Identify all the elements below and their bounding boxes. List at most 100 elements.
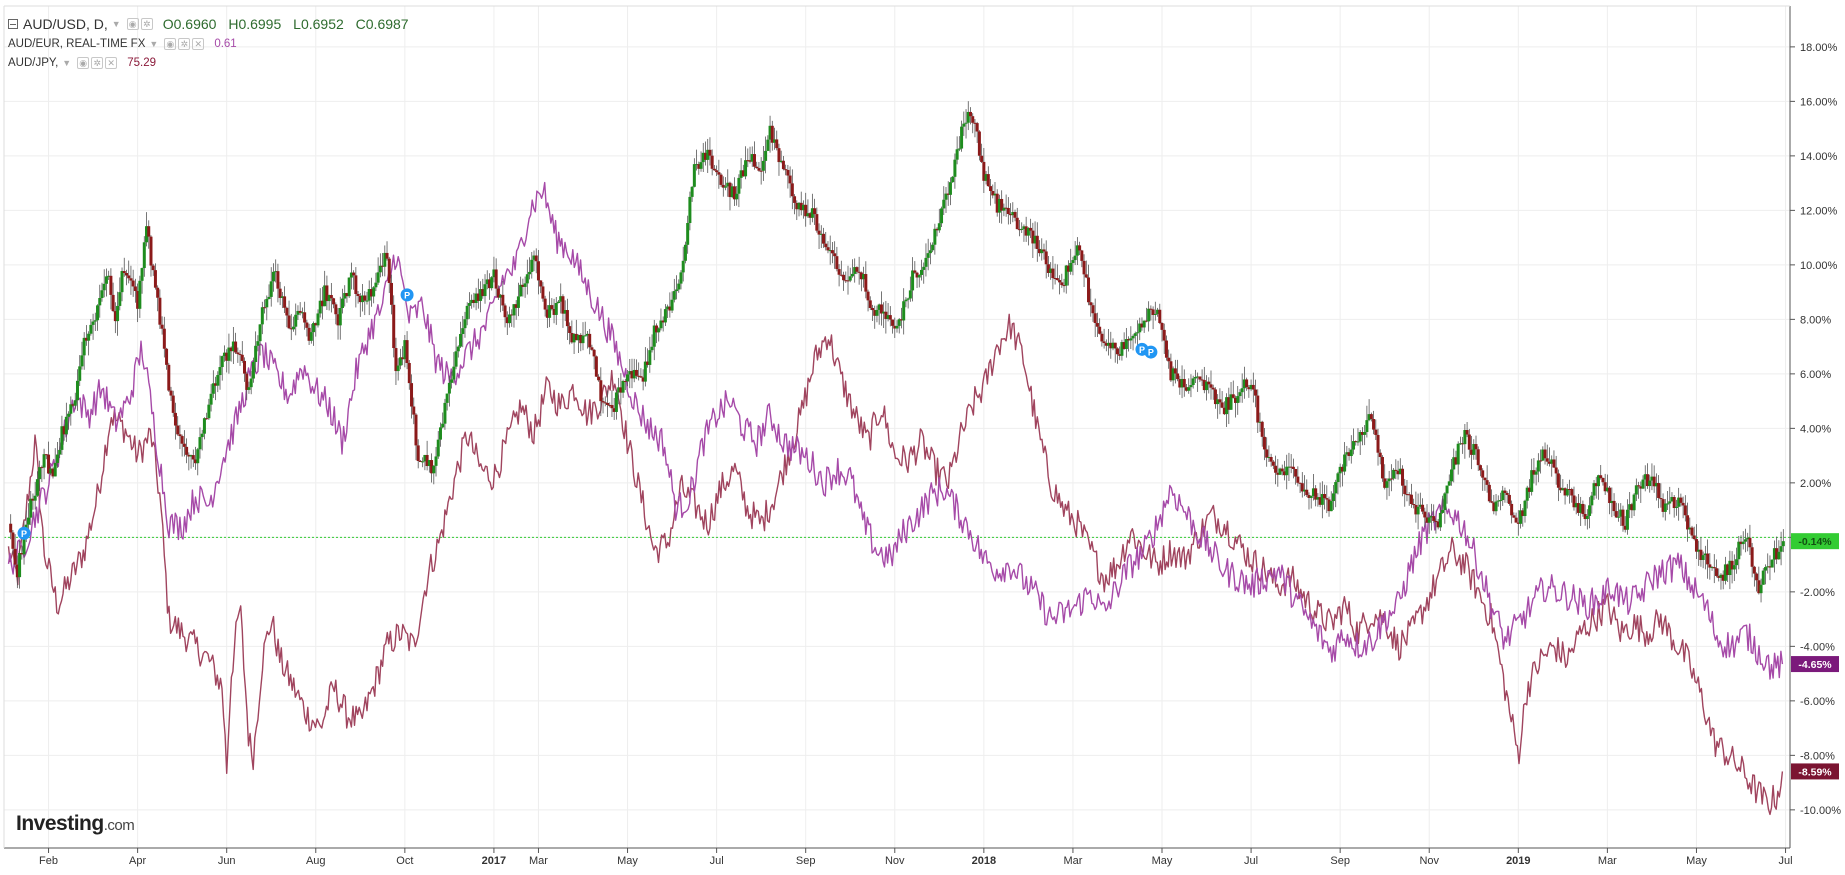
candle-body	[588, 333, 592, 348]
candle-body	[1543, 449, 1547, 459]
candle-body	[1429, 516, 1433, 518]
candle-body	[205, 418, 209, 420]
candle-body	[1213, 389, 1217, 405]
candle-body	[53, 462, 57, 477]
close-icon[interactable]: ✕	[105, 56, 118, 69]
pivot-marker-icon	[1144, 345, 1158, 359]
candle-body	[292, 326, 296, 330]
candle-body	[521, 284, 525, 287]
candle-body	[1026, 227, 1030, 236]
candle-body	[216, 375, 220, 386]
candle-body	[158, 297, 162, 325]
candle-body	[697, 164, 701, 169]
candle-body	[1078, 245, 1082, 251]
main-symbol-label[interactable]: AUD/USD, D,	[23, 16, 108, 32]
candle-body	[761, 160, 765, 171]
x-tick-label: Jun	[218, 855, 236, 867]
candle-body	[378, 265, 382, 273]
gear-icon[interactable]: ✲	[140, 18, 153, 30]
candle-body	[258, 324, 262, 342]
candle-body	[1193, 377, 1197, 379]
candle-body	[1280, 468, 1284, 472]
candle-body	[1536, 460, 1540, 472]
legend-series3-row[interactable]: AUD/JPY, ▼ ◉ ✲ ✕ 75.29	[8, 53, 417, 72]
y-tick-label: 6.00%	[1800, 369, 1831, 381]
candle-body	[830, 250, 834, 254]
y-tick-label: 4.00%	[1800, 423, 1831, 435]
candle-body	[1416, 506, 1420, 515]
candle-body	[1369, 414, 1373, 420]
candle-body	[570, 333, 574, 343]
candle-body	[323, 285, 327, 307]
candle-body	[681, 260, 685, 273]
candle-body	[1625, 509, 1629, 530]
candle-body	[510, 314, 514, 316]
candle-body	[634, 369, 638, 376]
candle-body	[1211, 387, 1215, 390]
caret-down-icon[interactable]: ▼	[149, 38, 159, 49]
close-icon[interactable]: ✕	[192, 37, 205, 50]
legend-series2-row[interactable]: AUD/EUR, REAL-TIME FX ▼ ◉ ✲ ✕ 0.61	[8, 34, 417, 53]
candle-body	[173, 412, 177, 426]
candle-body	[1269, 457, 1273, 462]
candle-body	[601, 401, 605, 403]
candle-body	[1017, 229, 1021, 231]
candle-body	[249, 378, 253, 388]
candle-body	[285, 307, 289, 316]
candle-body	[1450, 469, 1454, 482]
candle-body	[1483, 477, 1487, 481]
candle-body	[312, 323, 316, 333]
candle-body	[1095, 323, 1099, 327]
caret-down-icon[interactable]: ▼	[62, 57, 72, 68]
candle-body	[456, 346, 460, 352]
candle-body	[775, 139, 779, 149]
candle-body	[1781, 541, 1785, 547]
candle-body	[236, 352, 240, 355]
candle-body	[508, 314, 512, 324]
candle-body	[1055, 278, 1059, 281]
candle-body	[191, 455, 195, 460]
candle-body	[42, 454, 46, 468]
series2-symbol-label[interactable]: AUD/EUR, REAL-TIME FX	[8, 37, 146, 50]
eye-icon[interactable]: ◉	[77, 56, 90, 69]
last-value-badge: -4.65%	[1791, 656, 1839, 673]
candle-body	[554, 302, 558, 315]
candle-body	[1245, 379, 1249, 388]
candle-body	[1287, 466, 1291, 468]
candle-body	[599, 380, 603, 402]
candle-body	[911, 270, 915, 291]
candle-body	[1735, 559, 1739, 566]
candle-body	[1314, 488, 1318, 500]
candle-body	[1481, 470, 1485, 478]
candle-body	[229, 347, 233, 352]
candle-body	[1274, 465, 1278, 473]
candle-body	[1452, 457, 1456, 470]
candle-body	[421, 461, 425, 463]
chart-legend: AUD/USD, D, ▼ ◉ ✲ O0.6960 H0.6995 L0.695…	[8, 14, 417, 72]
gear-icon[interactable]: ✲	[91, 56, 104, 69]
legend-main-row[interactable]: AUD/USD, D, ▼ ◉ ✲ O0.6960 H0.6995 L0.695…	[8, 14, 417, 34]
candle-body	[1672, 497, 1676, 509]
candle-body	[810, 208, 814, 218]
caret-down-icon[interactable]: ▼	[111, 19, 121, 29]
candle-body	[893, 325, 897, 329]
candle-body	[1759, 584, 1763, 594]
candle-body	[93, 320, 97, 322]
x-tick-label: May	[617, 855, 638, 867]
candle-body	[1222, 407, 1226, 415]
pivot-marker-label: P	[404, 290, 410, 300]
candle-body	[1015, 217, 1019, 230]
candle-body	[944, 193, 948, 200]
open-value: O0.6960	[162, 16, 217, 32]
eye-icon[interactable]: ◉	[126, 18, 139, 30]
candle-body	[675, 289, 679, 292]
eye-icon[interactable]: ◉	[164, 37, 177, 50]
gear-icon[interactable]: ✲	[178, 37, 191, 50]
candle-body	[953, 159, 957, 177]
collapse-icon[interactable]	[8, 19, 18, 29]
candle-body	[369, 289, 373, 297]
candle-body	[835, 256, 839, 270]
series3-symbol-label[interactable]: AUD/JPY,	[8, 56, 59, 69]
candle-body	[104, 276, 108, 284]
